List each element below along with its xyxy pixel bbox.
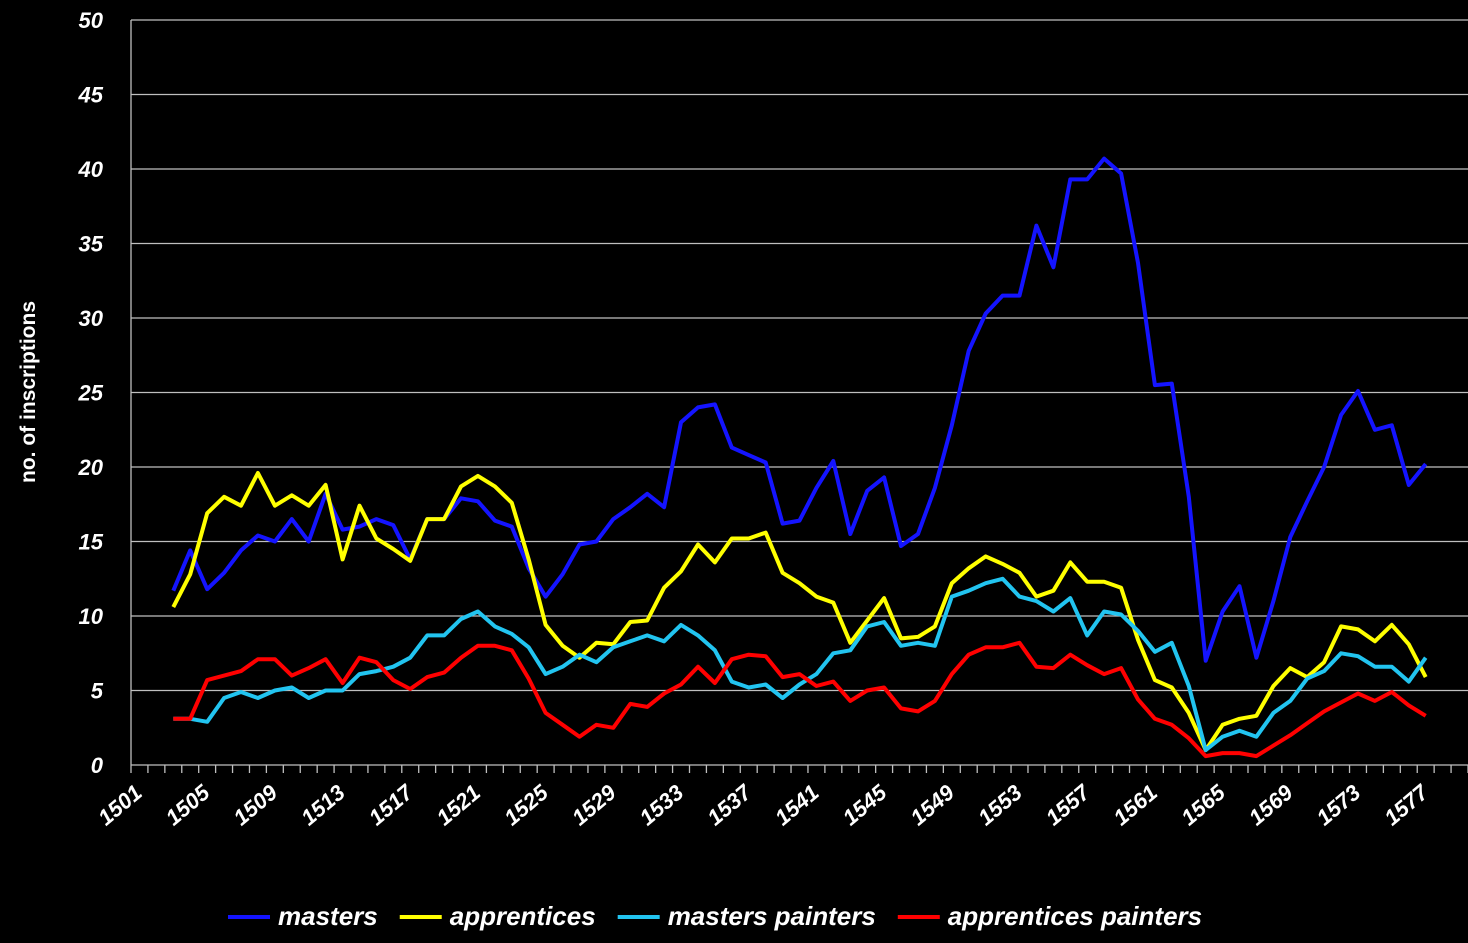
y-tick-label: 45	[78, 83, 104, 108]
y-tick-label: 15	[79, 530, 104, 555]
y-tick-label: 50	[79, 8, 104, 33]
y-tick-label: 30	[79, 306, 104, 331]
legend-label: apprentices	[450, 901, 596, 931]
y-tick-label: 25	[78, 381, 104, 406]
y-tick-label: 5	[91, 679, 104, 704]
legend-label: masters painters	[668, 901, 876, 931]
y-tick-label: 20	[78, 455, 104, 480]
series-line	[173, 640, 1427, 759]
series-line	[171, 471, 1428, 753]
series-line	[171, 156, 1428, 663]
y-axis-label: no. of inscriptions	[17, 301, 40, 483]
y-tick-label: 40	[78, 157, 104, 182]
y-tick-label: 0	[91, 753, 104, 778]
y-tick-label: 35	[79, 232, 104, 257]
y-tick-label: 10	[79, 604, 104, 629]
legend-label: apprentices painters	[948, 901, 1202, 931]
legend-label: masters	[278, 901, 378, 931]
